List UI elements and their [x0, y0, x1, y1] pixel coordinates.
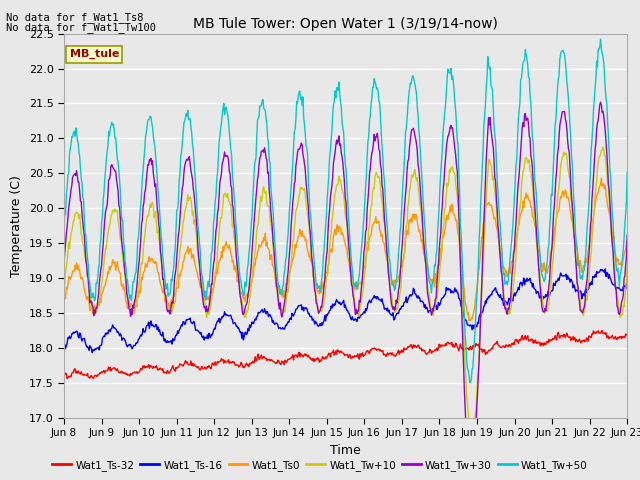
Text: No data for f_Wat1_Ts8: No data for f_Wat1_Ts8 — [6, 12, 144, 23]
Y-axis label: Temperature (C): Temperature (C) — [10, 175, 23, 276]
Text: MB_tule: MB_tule — [70, 49, 119, 59]
Text: No data for f_Wat1_Tw100: No data for f_Wat1_Tw100 — [6, 22, 156, 33]
Title: MB Tule Tower: Open Water 1 (3/19/14-now): MB Tule Tower: Open Water 1 (3/19/14-now… — [193, 17, 498, 31]
X-axis label: Time: Time — [330, 444, 361, 456]
Legend: Wat1_Ts-32, Wat1_Ts-16, Wat1_Ts0, Wat1_Tw+10, Wat1_Tw+30, Wat1_Tw+50: Wat1_Ts-32, Wat1_Ts-16, Wat1_Ts0, Wat1_T… — [48, 456, 592, 475]
